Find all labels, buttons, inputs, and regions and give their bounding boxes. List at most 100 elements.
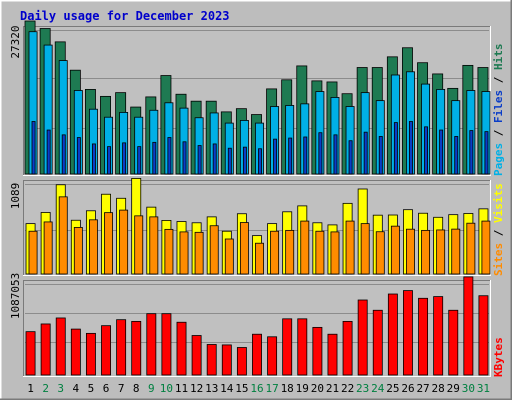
sites-bar (255, 242, 264, 275)
kbytes-bar (357, 299, 368, 376)
x-tick-label: 9 (148, 382, 155, 395)
x-tick-label: 15 (235, 382, 248, 395)
panel2-side-legend: Sites / Visits (492, 183, 505, 276)
x-tick-label: 14 (220, 382, 234, 395)
x-tick-label: 13 (205, 382, 218, 395)
sites-bar (179, 231, 189, 275)
panel3-side-legend: KBytes (492, 337, 505, 377)
x-tick-label: 31 (477, 382, 490, 395)
x-tick-label: 19 (296, 382, 309, 395)
kbytes-bar (387, 293, 398, 376)
sites-bar (239, 222, 249, 275)
kbytes-bar (236, 347, 247, 376)
pages-bar (31, 121, 36, 175)
kbytes-bar (116, 319, 127, 376)
sites-bar (149, 216, 159, 275)
x-tick-label: 11 (175, 382, 188, 395)
x-tick-label: 2 (42, 382, 49, 395)
pages-bar (288, 137, 293, 175)
sites-bar (43, 221, 53, 275)
kbytes-bar (206, 344, 217, 376)
sites-bar (300, 220, 310, 275)
x-tick-label: 17 (265, 382, 278, 395)
legend-pages: Pages (492, 143, 505, 176)
kbytes-bar (25, 331, 36, 376)
sites-bar (224, 238, 234, 275)
panel1-side-legend: Pages / Files / Hits (492, 44, 505, 177)
pages-bar (152, 141, 157, 175)
pages-bar (46, 129, 51, 175)
x-tick-label: 29 (447, 382, 460, 395)
sites-bar (285, 229, 295, 275)
kbytes-bar (267, 336, 278, 376)
sites-bar (330, 231, 340, 275)
x-tick-label: 1 (27, 382, 34, 395)
kbytes-bar (312, 326, 323, 376)
kbytes-bar (221, 344, 232, 376)
pages-bar (167, 137, 172, 175)
pages-bar (409, 121, 413, 175)
kbytes-bar (101, 325, 111, 376)
kbytes-bar (463, 276, 474, 376)
sites-bar (345, 220, 355, 275)
sites-bar (315, 230, 325, 275)
pages-bar (258, 148, 262, 175)
pages-bar (303, 136, 308, 175)
x-tick-label: 7 (118, 382, 125, 395)
x-tick-label: 30 (462, 382, 475, 395)
kbytes-bar (252, 333, 262, 376)
sites-bar (104, 212, 113, 275)
kbytes-bar (418, 297, 429, 376)
x-tick-label: 5 (88, 382, 95, 395)
pages-bar (61, 134, 66, 175)
x-tick-label: 22 (341, 382, 354, 395)
sites-bar (375, 231, 385, 275)
legend-kbytes: KBytes (492, 337, 505, 377)
sites-bar (421, 229, 431, 275)
sites-bar (360, 223, 370, 275)
sites-bar (73, 227, 83, 275)
pages-bar (393, 122, 398, 175)
sites-bar (28, 230, 38, 275)
pages-bar (469, 130, 474, 175)
kbytes-bar (372, 309, 383, 376)
x-tick-label: 8 (133, 382, 140, 395)
legend-hits: Hits (492, 44, 505, 71)
kbytes-bar (70, 328, 81, 376)
pages-bar (91, 143, 96, 175)
kbytes-bar (146, 313, 157, 376)
x-tick-label: 20 (311, 382, 324, 395)
sites-bar (134, 215, 144, 275)
kbytes-bar (131, 320, 142, 376)
pages-bar (76, 137, 81, 175)
x-tick-label: 27 (416, 382, 429, 395)
sites-bar (270, 230, 280, 275)
pages-bar (378, 136, 383, 175)
kbytes-bar (40, 323, 51, 376)
x-tick-label: 10 (160, 382, 173, 395)
kbytes-bar (191, 335, 202, 376)
kbytes-bar (478, 295, 489, 376)
pages-bar (348, 140, 353, 175)
x-tick-label: 21 (326, 382, 339, 395)
kbytes-bar (282, 318, 293, 376)
kbytes-bar (55, 317, 66, 376)
pages-bar (212, 143, 217, 175)
kbytes-bar (161, 313, 172, 376)
pages-bar (182, 141, 187, 175)
x-tick-label: 18 (281, 382, 294, 395)
panel3-ytick-label: 1087053 (9, 273, 22, 319)
pages-bar (454, 136, 459, 175)
sites-bar (119, 209, 129, 275)
kbytes-bar (327, 333, 338, 376)
pages-bar (107, 146, 111, 175)
pages-bar (122, 142, 127, 175)
chart-title: Daily usage for December 2023 (20, 9, 230, 23)
x-tick-label: 23 (356, 382, 369, 395)
pages-bar (484, 131, 489, 175)
x-tick-label: 16 (250, 382, 263, 395)
pages-bar (197, 145, 202, 175)
sites-bar (194, 231, 204, 275)
x-tick-label: 4 (73, 382, 80, 395)
